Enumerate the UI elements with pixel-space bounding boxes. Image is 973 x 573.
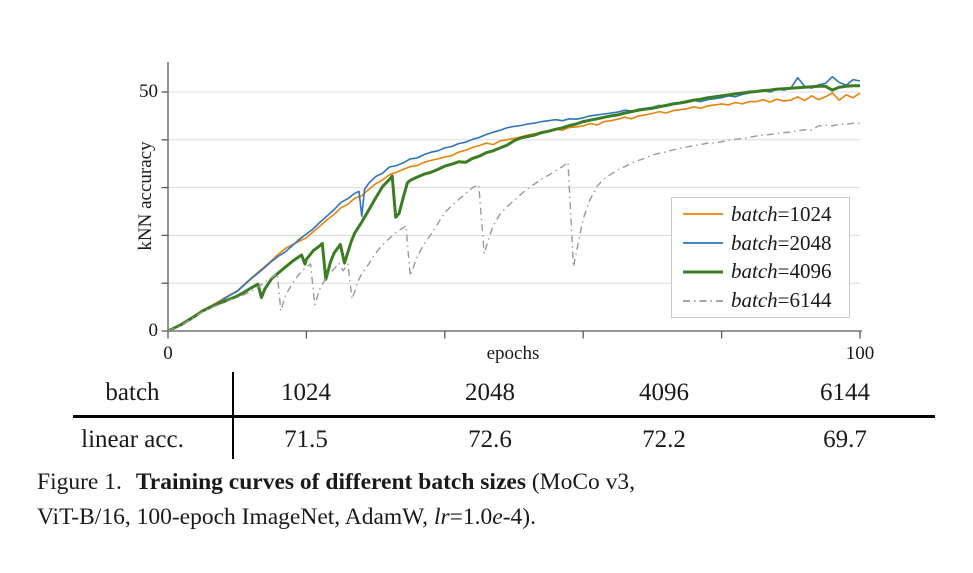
legend-item-batch-1024: batch=1024 <box>680 200 849 228</box>
legend-line-sample <box>683 270 723 274</box>
legend-line-sample <box>683 299 723 302</box>
legend-label: batch=6144 <box>731 288 832 313</box>
table-acc-2048: 72.6 <box>468 426 512 453</box>
training-curves-chart <box>161 62 862 339</box>
table-acc-1024: 71.5 <box>284 426 328 453</box>
table-acc-4096: 72.2 <box>642 426 686 453</box>
y-axis-label: kNN accuracy <box>135 141 156 251</box>
table-header-linear-acc: linear acc. <box>81 426 184 453</box>
table-batch-4096: 4096 <box>639 379 689 406</box>
table-batch-1024: 1024 <box>281 379 331 406</box>
legend-item-batch-4096: batch=4096 <box>680 258 849 286</box>
legend-label: batch=4096 <box>731 259 832 284</box>
table-batch-2048: 2048 <box>465 379 515 406</box>
table-header-batch: batch <box>105 379 160 406</box>
legend-line-sample <box>683 213 723 216</box>
x-axis-label: epochs <box>486 343 540 364</box>
table-batch-6144: 6144 <box>820 379 870 406</box>
caption-line-2: ViT-B/16, 100-epoch ImageNet, AdamW, lr=… <box>37 504 536 530</box>
figure-caption: Figure 1. Training curves of different ba… <box>37 465 947 535</box>
legend-item-batch-6144: batch=6144 <box>680 287 849 315</box>
x-tick-label-0: 0 <box>163 343 173 364</box>
table-horizontal-rule <box>73 415 935 418</box>
table-acc-6144: 69.7 <box>823 426 867 453</box>
x-tick-label-100: 100 <box>845 343 875 364</box>
chart-legend: batch=1024 batch=2048 batch=4096 batch=6… <box>671 197 850 318</box>
legend-label: batch=2048 <box>731 230 832 255</box>
y-tick-label-0: 0 <box>148 320 159 341</box>
y-tick-label-50: 50 <box>139 81 158 102</box>
legend-label: batch=1024 <box>731 201 832 226</box>
legend-item-batch-2048: batch=2048 <box>680 229 849 257</box>
legend-line-sample <box>683 242 723 245</box>
caption-line-1: Figure 1. Training curves of different ba… <box>37 469 635 495</box>
